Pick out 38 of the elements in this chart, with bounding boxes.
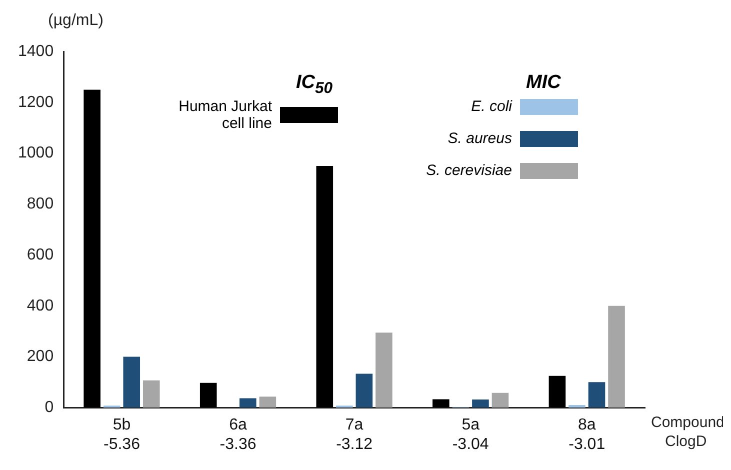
legend-label: Human Jurkat cell line [178,98,272,132]
y-axis-title: (µg/mL) [48,12,104,30]
legend-label: S. cerevisiae [426,162,512,179]
legend-title: MIC [526,72,561,94]
bar [472,399,489,408]
bar [123,356,140,408]
bar [588,382,606,408]
x-tick-label: 7a -3.12 [336,416,373,453]
x-tick-label: 5a -3.04 [452,416,489,453]
bar [316,166,334,408]
x-tick-label: 5b -5.36 [104,416,140,453]
y-tick-label: 1200 [18,94,54,111]
y-tick-label: 400 [26,297,54,314]
y-tick-label: 0 [44,399,54,416]
bar [492,392,509,408]
text: Compound [651,414,724,432]
bar [240,398,256,408]
bar [142,380,160,408]
bar [568,405,586,408]
y-tick-label: 600 [26,246,54,264]
x-tick-label: 8a -3.01 [568,416,606,453]
bar [432,399,450,408]
bar [200,382,217,408]
y-tick-label: 800 [26,196,54,213]
legend-label: E. coli [471,98,512,115]
text: ClogD [665,433,707,450]
bar [548,376,566,408]
y-tick-label: 200 [26,348,54,366]
annotation: IC$_{50}$ [296,72,333,98]
y-tick-label: 1400 [18,43,54,60]
x-tick-label: 6a -3.36 [220,416,256,453]
bar [376,332,392,408]
bar [84,90,100,408]
bar [608,306,625,408]
bar [356,374,373,408]
y-tick-label: 1000 [18,144,54,162]
legend-label: S. aureus [448,130,512,147]
bar [259,396,276,408]
